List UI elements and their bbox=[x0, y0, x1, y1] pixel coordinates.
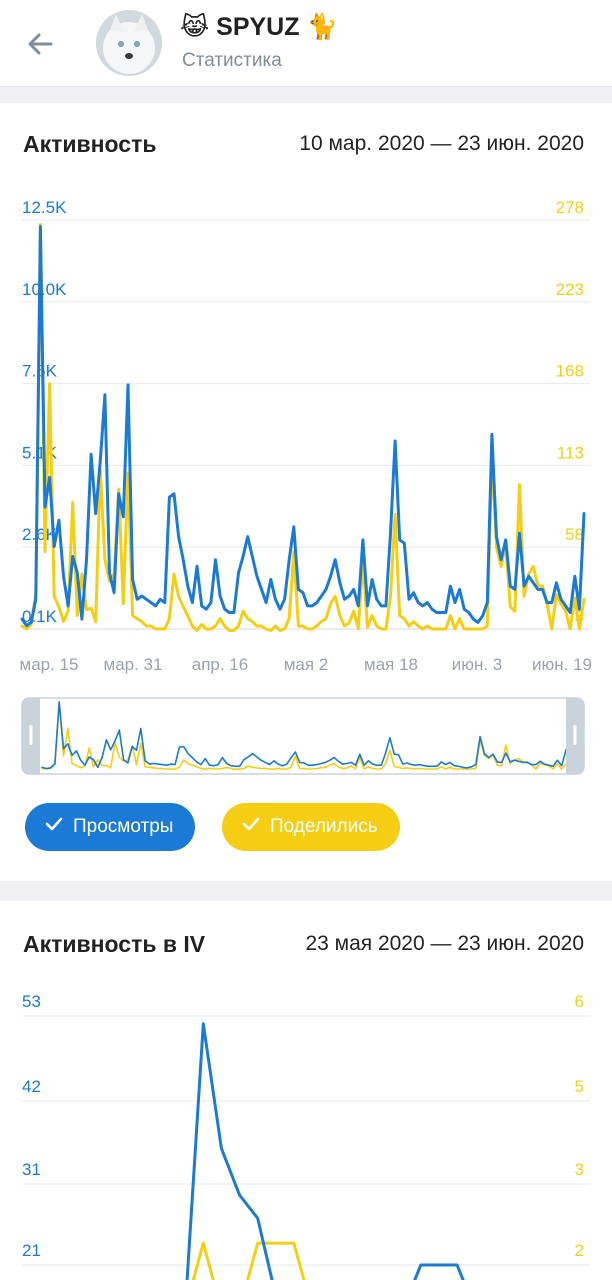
left-tick-label: 10.0K bbox=[22, 280, 67, 299]
left-tick-label: 31 bbox=[22, 1160, 41, 1179]
checkmark-icon bbox=[242, 816, 260, 838]
activity-card: Активность 10 мар. 2020 — 23 июн. 2020 0… bbox=[0, 103, 612, 881]
right-tick-label: 58 bbox=[565, 525, 584, 544]
shares-toggle[interactable]: Поделились bbox=[222, 803, 400, 851]
right-tick-label: 2 bbox=[575, 1241, 584, 1260]
right-tick-label: 223 bbox=[556, 280, 584, 299]
activity-title: Активность bbox=[23, 131, 157, 157]
right-tick-label: 5 bbox=[575, 1077, 584, 1096]
handle-grip bbox=[29, 725, 33, 745]
iv-activity-chart[interactable]: 53 6 42 5 31 3 21 2 bbox=[0, 980, 612, 1280]
left-tick-label: 53 bbox=[22, 992, 41, 1011]
x-tick-label: июн. 3 bbox=[452, 655, 503, 674]
views-toggle[interactable]: Просмотры bbox=[25, 803, 196, 851]
arctic-fox-avatar bbox=[96, 10, 162, 76]
right-tick-label: 113 bbox=[557, 443, 584, 462]
back-button[interactable] bbox=[18, 22, 62, 66]
x-tick-label: мая 18 bbox=[364, 655, 418, 674]
right-tick-label: 3 bbox=[575, 607, 584, 626]
x-tick-label: мар. 15 bbox=[20, 655, 79, 674]
mini-views-line bbox=[41, 701, 567, 770]
left-tick-label: 12.5K bbox=[22, 198, 67, 217]
left-tick-label: 2.6K bbox=[22, 525, 58, 544]
iv-shares-series-line bbox=[191, 1241, 306, 1280]
page-subtitle: Статистика bbox=[182, 50, 282, 71]
app-header: 😹 SPYUZ 🐈 Статистика bbox=[0, 0, 612, 87]
left-tick-label: 0.1K bbox=[22, 607, 58, 626]
shares-toggle-label: Поделились bbox=[270, 816, 378, 837]
left-tick-label: 42 bbox=[22, 1077, 41, 1096]
activity-range-selector[interactable] bbox=[0, 695, 612, 777]
activity-date-range: 10 мар. 2020 — 23 июн. 2020 bbox=[299, 132, 584, 155]
iv-activity-card: Активность в IV 23 мая 2020 — 23 июн. 20… bbox=[0, 901, 612, 1280]
right-tick-label: 3 bbox=[575, 1160, 584, 1179]
right-tick-label: 6 bbox=[575, 992, 584, 1011]
views-series-line bbox=[20, 225, 586, 628]
x-tick-label: апр. 16 bbox=[192, 655, 248, 674]
arrow-left-icon bbox=[28, 33, 53, 55]
avatar[interactable] bbox=[96, 10, 162, 76]
right-tick-label: 278 bbox=[556, 198, 584, 217]
x-tick-label: июн. 19 bbox=[532, 655, 592, 674]
channel-title: 😹 SPYUZ 🐈 bbox=[180, 13, 338, 41]
x-tick-label: мая 2 bbox=[284, 655, 329, 674]
views-toggle-label: Просмотры bbox=[73, 816, 174, 837]
iv-activity-title: Активность в IV bbox=[23, 931, 206, 957]
x-tick-label: мар. 31 bbox=[104, 655, 163, 674]
right-tick-label: 168 bbox=[556, 362, 584, 381]
checkmark-icon bbox=[45, 816, 63, 838]
left-tick-label: 21 bbox=[22, 1241, 41, 1260]
iv-views-series-line bbox=[185, 1022, 465, 1280]
handle-grip bbox=[573, 725, 577, 745]
iv-activity-date-range: 23 мая 2020 — 23 июн. 2020 bbox=[305, 932, 584, 955]
